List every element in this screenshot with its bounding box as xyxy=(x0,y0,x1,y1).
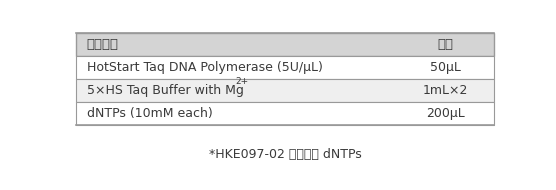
Text: 200μL: 200μL xyxy=(426,107,465,120)
Text: 产品组成: 产品组成 xyxy=(87,38,119,51)
Bar xyxy=(76,79,494,102)
Text: HotStart Taq DNA Polymerase (5U/μL): HotStart Taq DNA Polymerase (5U/μL) xyxy=(87,61,322,74)
Text: 2+: 2+ xyxy=(235,77,249,86)
Text: 1mL×2: 1mL×2 xyxy=(423,84,468,97)
Text: *HKE097-02 系列不含 dNTPs: *HKE097-02 系列不含 dNTPs xyxy=(208,148,361,161)
Bar xyxy=(76,56,494,79)
Text: 50μL: 50μL xyxy=(430,61,461,74)
Text: 5×HS Taq Buffer with Mg: 5×HS Taq Buffer with Mg xyxy=(87,84,244,97)
Text: 体积: 体积 xyxy=(438,38,454,51)
Bar xyxy=(76,33,494,56)
Text: dNTPs (10mM each): dNTPs (10mM each) xyxy=(87,107,212,120)
Bar xyxy=(76,102,494,125)
